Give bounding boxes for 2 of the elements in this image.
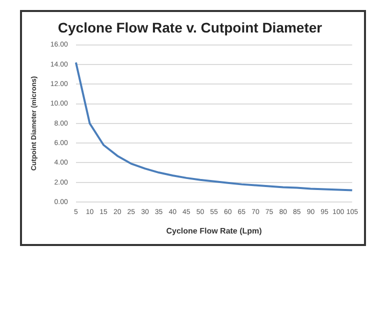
x-axis-title: Cyclone Flow Rate (Lpm) [166, 226, 262, 236]
chart-title: Cyclone Flow Rate v. Cutpoint Diameter [58, 19, 323, 36]
